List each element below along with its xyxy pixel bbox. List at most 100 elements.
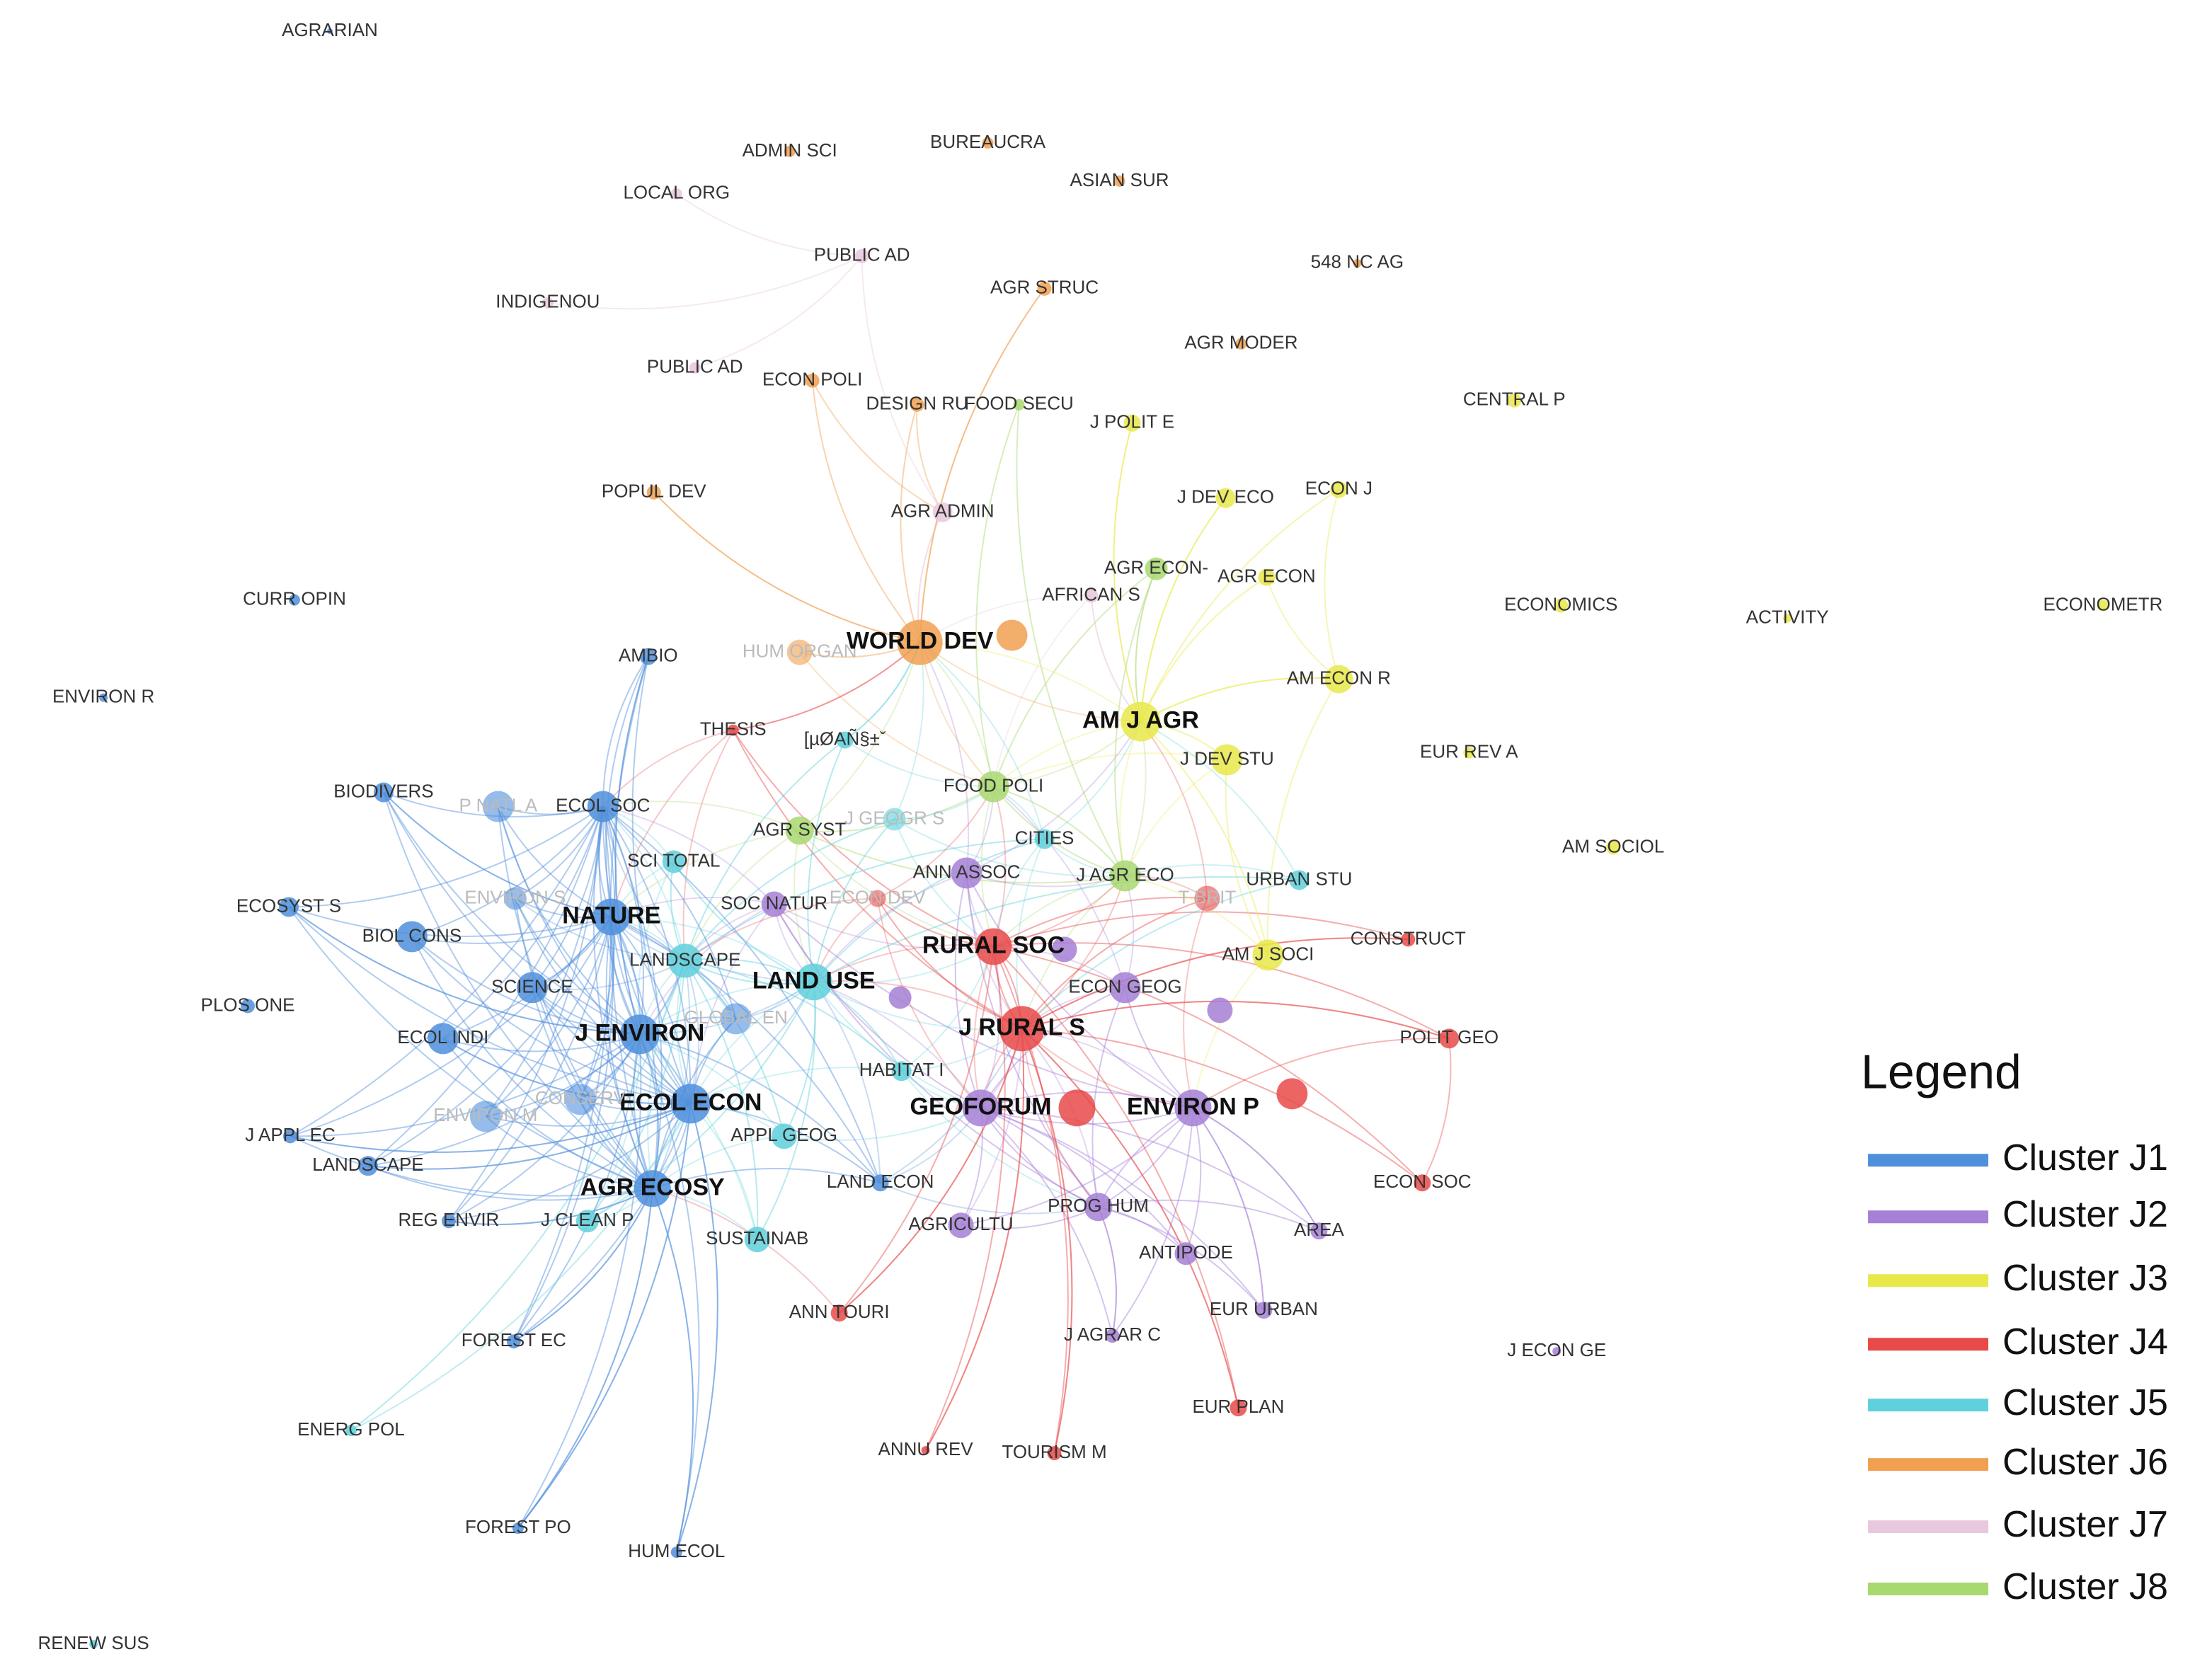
node-label: AGR MODER bbox=[1184, 332, 1297, 353]
edge bbox=[611, 916, 881, 1183]
node-dot bbox=[962, 1089, 999, 1127]
node-label: ADMIN SCI bbox=[743, 139, 837, 161]
edge bbox=[1021, 1028, 1194, 1109]
node-dot bbox=[592, 898, 630, 936]
edge bbox=[993, 721, 1142, 788]
edge bbox=[992, 875, 1125, 948]
edge bbox=[442, 1038, 691, 1105]
edge bbox=[1192, 1107, 1265, 1311]
edge bbox=[813, 980, 1023, 1030]
edge bbox=[880, 1028, 1023, 1184]
edge bbox=[411, 936, 691, 1105]
edge bbox=[512, 806, 612, 1342]
edge bbox=[652, 1188, 840, 1314]
node-dot bbox=[1105, 1329, 1120, 1343]
edge bbox=[811, 380, 944, 513]
edge bbox=[288, 805, 604, 908]
edge bbox=[980, 1107, 1113, 1336]
edge bbox=[611, 916, 815, 983]
node-label: AGR ECON- bbox=[1104, 557, 1208, 578]
edge bbox=[798, 651, 994, 788]
node-label: PLOS ONE bbox=[201, 994, 295, 1015]
edge bbox=[647, 960, 686, 1189]
edge bbox=[813, 818, 895, 982]
node-label: HUM ECOL bbox=[628, 1540, 725, 1561]
edge bbox=[614, 656, 649, 1035]
edge bbox=[919, 641, 1045, 839]
node-dot bbox=[326, 28, 333, 34]
edge bbox=[894, 818, 1125, 878]
node-dot bbox=[506, 1334, 521, 1349]
node-label: THESIS bbox=[700, 718, 767, 739]
node-label: WORLD DEV bbox=[847, 628, 994, 655]
edge bbox=[1140, 498, 1227, 722]
node-label: CONSERV bbox=[535, 1087, 626, 1108]
edge bbox=[485, 1103, 692, 1127]
edge bbox=[1140, 721, 1208, 899]
node-label: SCI TOTAL bbox=[627, 849, 720, 871]
edge bbox=[756, 982, 816, 1240]
edge bbox=[532, 806, 604, 989]
edge bbox=[1021, 1028, 1239, 1408]
edge bbox=[602, 806, 686, 962]
node-label: ACTIVITY bbox=[1746, 606, 1829, 627]
edge bbox=[1140, 498, 1227, 722]
edge bbox=[1021, 876, 1126, 1030]
edge bbox=[1266, 577, 1339, 680]
edge bbox=[513, 1188, 653, 1343]
edge bbox=[992, 568, 1157, 787]
node-label: ECONOMICS bbox=[1504, 593, 1617, 614]
legend-label: Cluster J6 bbox=[2002, 1442, 2168, 1483]
node-dot bbox=[727, 724, 739, 736]
edge bbox=[954, 873, 982, 1108]
edge bbox=[1185, 1108, 1202, 1254]
node-dot bbox=[503, 887, 527, 910]
node-dot bbox=[805, 373, 820, 388]
node-label: BUREAUCRA bbox=[930, 131, 1046, 152]
node-label: J AGRAR C bbox=[1064, 1324, 1161, 1345]
edge bbox=[485, 917, 612, 1118]
edge bbox=[1192, 1107, 1265, 1311]
edge bbox=[602, 656, 649, 807]
edge bbox=[1324, 489, 1340, 679]
edge bbox=[638, 1034, 700, 1553]
edge bbox=[924, 1028, 1025, 1451]
node-dot bbox=[282, 1129, 297, 1144]
node-label: ECONOMETR bbox=[2044, 593, 2163, 614]
node-dot bbox=[1310, 1222, 1328, 1240]
node-label: AFRICAN S bbox=[1042, 584, 1140, 605]
node-dot bbox=[921, 1446, 930, 1455]
node-dot bbox=[854, 248, 869, 263]
edge bbox=[485, 1033, 641, 1118]
edge bbox=[965, 873, 1193, 1109]
edge bbox=[1021, 1000, 1450, 1040]
node-label: LAND ECON bbox=[827, 1171, 934, 1192]
edge bbox=[975, 404, 1020, 787]
edge bbox=[980, 786, 995, 947]
edge bbox=[813, 981, 982, 1108]
edge bbox=[784, 1107, 981, 1141]
edge bbox=[813, 876, 1300, 983]
edge bbox=[602, 805, 686, 961]
edge bbox=[675, 1103, 718, 1553]
node-label: FOREST PO bbox=[465, 1516, 571, 1537]
node-label: J GEOGR S bbox=[844, 807, 944, 828]
edge bbox=[1021, 937, 1409, 1030]
node-dot bbox=[1194, 885, 1220, 912]
edge bbox=[690, 981, 815, 1105]
edge bbox=[684, 818, 895, 962]
edge bbox=[980, 1107, 1099, 1207]
edge bbox=[774, 903, 1193, 1109]
node-dot bbox=[1252, 939, 1284, 971]
edge bbox=[579, 917, 615, 1100]
node-dot bbox=[1174, 1089, 1212, 1127]
node-label: BIODIVERS bbox=[333, 780, 433, 801]
edge bbox=[513, 1103, 692, 1342]
node-dot bbox=[910, 397, 924, 412]
node-label: ECON J bbox=[1305, 478, 1373, 499]
edge bbox=[1266, 679, 1340, 956]
node-label: 548 NC AG bbox=[1311, 251, 1404, 272]
node-dot bbox=[932, 502, 953, 522]
edge bbox=[992, 946, 1239, 1408]
node-label: ANTIPODE bbox=[1139, 1241, 1233, 1263]
